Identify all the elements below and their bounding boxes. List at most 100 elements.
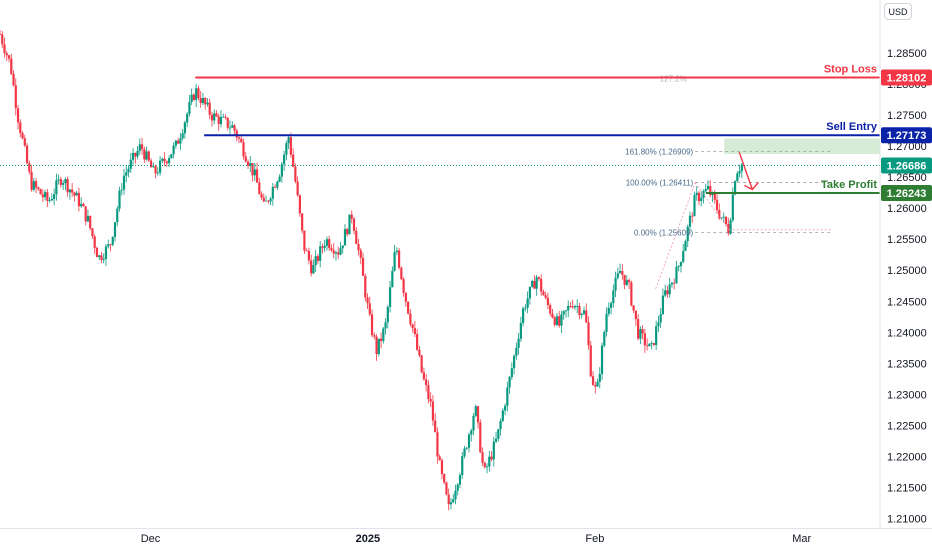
candle-body	[528, 286, 531, 299]
price-axis[interactable]: 1.285001.280001.275001.270001.265001.260…	[879, 0, 932, 528]
candle-body	[206, 102, 209, 105]
candle-body	[147, 151, 150, 161]
price-tick-label: 1.27000	[887, 141, 927, 153]
trade-levels[interactable]: Stop Loss Sell Entry Take Profit	[0, 64, 880, 194]
candle-body	[733, 181, 737, 195]
candle-body	[48, 200, 51, 202]
candle-body	[10, 58, 13, 74]
candle-body	[348, 214, 351, 235]
candle-body	[445, 482, 448, 495]
candle-body	[458, 475, 462, 485]
candle-body	[515, 347, 518, 356]
candle-body	[244, 156, 247, 162]
sell-zone-rect	[724, 138, 880, 155]
candle-body	[436, 432, 439, 457]
candle-body	[578, 306, 581, 316]
projection-arrow[interactable]	[738, 151, 754, 190]
candle-body	[16, 108, 20, 123]
time-axis[interactable]: Dec 2025 Feb Mar	[0, 528, 932, 546]
stop-loss-label: Stop Loss	[824, 64, 877, 76]
candle-body	[154, 166, 157, 174]
candle-body	[73, 192, 76, 196]
candle-body	[686, 226, 689, 242]
candle-body	[400, 267, 403, 280]
candle-body	[634, 310, 637, 320]
candle-body	[709, 185, 712, 196]
candle-body	[323, 245, 326, 248]
candle-body	[661, 295, 665, 315]
candle-body	[197, 88, 200, 98]
candle-body	[655, 326, 658, 345]
candle-body	[359, 250, 362, 258]
candle-body	[497, 429, 500, 439]
candle-body	[382, 328, 385, 341]
candle-body	[186, 113, 189, 123]
take-profit-price-pill[interactable]	[881, 184, 932, 201]
candle-body	[447, 494, 450, 505]
candle-body	[116, 208, 119, 223]
candle-body	[55, 180, 58, 195]
candle-body	[181, 133, 184, 139]
candle-body	[569, 305, 572, 307]
candle-body	[440, 460, 444, 475]
candle-body	[691, 215, 694, 217]
current-price-pill[interactable]	[881, 157, 932, 174]
candle-body	[736, 173, 739, 182]
fib-trend-line	[655, 182, 696, 289]
candle-body	[118, 190, 121, 209]
candle-body	[37, 187, 40, 190]
candle-body	[558, 316, 561, 326]
candle-body	[609, 303, 613, 308]
candle-body	[168, 158, 171, 164]
candle-body	[66, 179, 69, 193]
candle-body	[461, 456, 464, 476]
price-tick-label: 1.27500	[887, 110, 927, 122]
candle-body	[715, 199, 719, 211]
candle-body	[402, 279, 405, 293]
candle-body	[32, 181, 35, 190]
stop-loss-price-pill[interactable]	[881, 69, 932, 86]
sell-entry-price-pill[interactable]	[881, 127, 932, 144]
candle-body	[283, 154, 286, 165]
candle-body	[34, 181, 38, 188]
candle-body	[77, 192, 81, 207]
candle-body	[564, 310, 568, 312]
candle-body	[641, 329, 644, 334]
time-tick-label: Dec	[141, 533, 161, 545]
candle-body	[465, 447, 468, 449]
candle-body	[643, 333, 646, 346]
fibonacci-tool[interactable]: 161.80% (1.26909) 100.00% (1.26411) 0.00% …	[625, 75, 832, 289]
candle-body	[673, 282, 676, 284]
candle-body	[30, 171, 33, 190]
candle-body	[341, 245, 344, 249]
candle-body	[573, 306, 577, 308]
candle-body	[368, 303, 371, 315]
candle-body	[639, 329, 642, 339]
candle-body	[289, 137, 292, 155]
candle-body	[93, 236, 96, 248]
candle-body	[12, 73, 15, 86]
candle-body	[352, 218, 356, 231]
candle-body	[161, 158, 164, 161]
price-tick-label: 1.21000	[887, 514, 927, 526]
candle-body	[312, 265, 315, 274]
candle-body	[666, 290, 669, 295]
candle-body	[555, 316, 559, 325]
candle-body	[542, 291, 545, 296]
candle-body	[129, 159, 132, 169]
candle-body	[102, 258, 105, 260]
candle-body	[228, 127, 232, 129]
candle-body	[632, 305, 635, 311]
candle-body	[693, 195, 696, 217]
candle-body	[122, 175, 126, 190]
candle-body	[25, 145, 29, 164]
candle-body	[287, 137, 290, 144]
currency-badge[interactable]: USD	[884, 3, 912, 20]
candle-body	[258, 182, 261, 195]
candle-body	[361, 257, 365, 276]
candle-body	[413, 328, 416, 335]
candle-body	[138, 144, 141, 151]
price-tick-label: 1.21500	[887, 483, 927, 495]
